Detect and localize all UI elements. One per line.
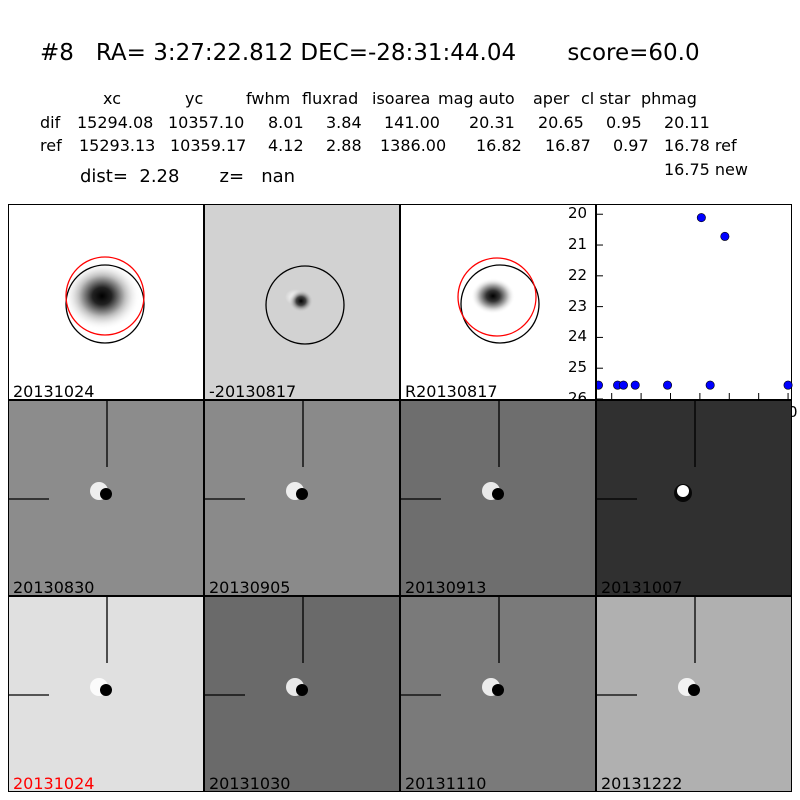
row-dif-yc: 10357.10 xyxy=(168,113,245,132)
col-xc: xc xyxy=(103,89,121,108)
residual-negative xyxy=(100,684,112,696)
stamp-label: 20130905 xyxy=(209,578,291,596)
row-ref-aper: 16.87 xyxy=(545,136,591,155)
stamp-image xyxy=(205,597,308,696)
stamp-panel: 20131110 xyxy=(400,596,596,792)
dist-z-line: dist= 2.28 z= nan xyxy=(80,166,296,187)
data-point-5 xyxy=(696,213,706,223)
stamp-diff: -20130817 xyxy=(204,204,400,400)
row-dif-isoarea: 141.00 xyxy=(384,113,440,132)
aperture-circle-red xyxy=(457,257,537,337)
stamp-label: -20130817 xyxy=(209,382,297,400)
col-mag-auto: mag auto xyxy=(438,89,515,108)
data-point-2 xyxy=(618,380,628,390)
row-ref-label: ref xyxy=(40,136,62,155)
residual-negative xyxy=(492,684,504,696)
stamp-label: 20131024 xyxy=(13,382,95,400)
data-point-0 xyxy=(593,380,603,390)
residual-negative xyxy=(296,684,308,696)
data-point-8 xyxy=(783,380,793,390)
stamp-panel: 20130830 xyxy=(8,400,204,596)
y-tick-label: 24 xyxy=(568,327,588,346)
stamp-label: 20130830 xyxy=(13,578,95,596)
col-isoarea: isoarea xyxy=(372,89,431,108)
y-tick-label: 25 xyxy=(568,358,588,377)
row-dif-fwhm: 8.01 xyxy=(268,113,304,132)
row-ref-xc: 15293.13 xyxy=(79,136,156,155)
aperture-circle-black xyxy=(65,264,145,344)
residual-negative xyxy=(677,485,689,497)
row-ref-phmag: 16.78 ref xyxy=(664,136,737,155)
stamp-label: 20131030 xyxy=(209,774,291,792)
stamp-image xyxy=(9,597,112,696)
row-dif-label: dif xyxy=(40,113,61,132)
row-ref-fwhm: 4.12 xyxy=(268,136,304,155)
col-phmag: phmag xyxy=(641,89,697,108)
residual-negative xyxy=(296,488,308,500)
stamp-panel: 20130913 xyxy=(400,400,596,596)
stamp-image xyxy=(401,401,504,500)
stamp-new: 20131024 xyxy=(8,204,204,400)
stamp-panel: 20131007 xyxy=(596,400,792,596)
row-ref-isoarea: 1386.00 xyxy=(380,136,447,155)
residual-negative xyxy=(100,488,112,500)
new-phmag: 16.75 new xyxy=(664,160,748,179)
stamp-label: 20131222 xyxy=(601,774,683,792)
residual-negative xyxy=(492,488,504,500)
data-point-4 xyxy=(663,380,673,390)
stamp-label: 20130913 xyxy=(405,578,487,596)
row-dif-phmag: 20.11 xyxy=(664,113,710,132)
stamp-image xyxy=(597,401,696,502)
light-curve-svg xyxy=(593,213,793,400)
residual-negative xyxy=(688,684,700,696)
aperture-circle-red xyxy=(65,256,145,336)
stamp-panel: 20130905 xyxy=(204,400,400,596)
row-ref-clstar: 0.97 xyxy=(613,136,649,155)
data-point-7 xyxy=(720,231,730,241)
stamp-image xyxy=(457,257,540,344)
row-ref-yc: 10359.17 xyxy=(170,136,247,155)
stamp-panel: 20131030 xyxy=(204,596,400,792)
y-tick-label: 21 xyxy=(568,235,588,254)
stamp-image xyxy=(265,265,345,345)
data-point-3 xyxy=(630,380,640,390)
page-title: #8 RA= 3:27:22.812 DEC=-28:31:44.04 scor… xyxy=(40,40,700,66)
col-aper: aper xyxy=(533,89,570,108)
stamp-label: R20130817 xyxy=(405,382,498,400)
stamp-panel: 20131024 xyxy=(8,596,204,792)
light-curve-plot xyxy=(593,204,793,400)
col-cl-star: cl star xyxy=(581,89,631,108)
stamp-image xyxy=(401,597,504,696)
row-dif-xc: 15294.08 xyxy=(77,113,154,132)
y-tick-label: 23 xyxy=(568,296,588,315)
col-fwhm: fwhm xyxy=(246,89,291,108)
y-tick-label: 20 xyxy=(568,204,588,223)
aperture-circle-black xyxy=(460,264,540,344)
row-dif-fluxrad: 3.84 xyxy=(326,113,362,132)
row-ref-fluxrad: 2.88 xyxy=(326,136,362,155)
data-point-6 xyxy=(705,380,715,390)
stamp-image xyxy=(205,401,308,500)
stamp-label: 20131007 xyxy=(601,578,683,596)
aperture-circle-black xyxy=(265,265,345,345)
col-yc: yc xyxy=(185,89,204,108)
stamp-ref: R20130817 xyxy=(400,204,596,400)
row-ref-magauto: 16.82 xyxy=(476,136,522,155)
stamp-panel: 20131222 xyxy=(596,596,792,792)
row-dif-magauto: 20.31 xyxy=(469,113,515,132)
stamp-image xyxy=(9,401,112,500)
y-tick-label: 22 xyxy=(568,265,588,284)
stamp-label: 20131110 xyxy=(405,774,487,792)
row-dif-aper: 20.65 xyxy=(538,113,584,132)
stamp-image xyxy=(597,597,700,696)
stamp-label: 20131024 xyxy=(13,774,95,792)
col-fluxrad: fluxrad xyxy=(302,89,359,108)
stamp-image xyxy=(64,256,145,344)
row-dif-clstar: 0.95 xyxy=(606,113,642,132)
